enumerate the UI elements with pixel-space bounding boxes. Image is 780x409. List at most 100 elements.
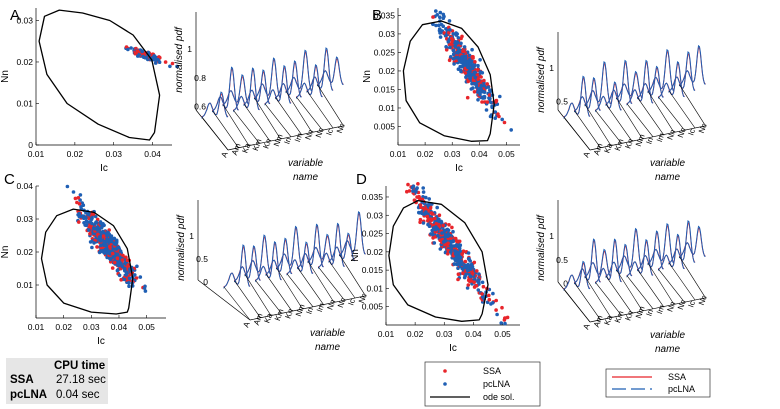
pclna-point [127,284,131,289]
x-tick-label: 0.01 [28,149,45,159]
pclna-point [99,225,104,230]
pclna-point [168,64,172,69]
pclna-point [457,48,461,53]
ode-solution-curve [402,20,495,142]
pclna-point [480,280,485,285]
pdf-variable-tick-label: Nm [634,305,647,320]
pdf-baseline [297,267,324,305]
pclna-point [106,232,111,237]
pdf-xlabel: variable [650,158,685,169]
pclna-point [460,262,464,267]
pdf-baseline [212,110,239,148]
pclna-point [435,13,440,17]
pdf-tick-label: 1 [549,231,554,241]
ssa-point [444,48,449,52]
panel-label-d: D [356,171,367,188]
ssa-point [456,277,460,282]
pdf-baseline [222,104,250,146]
ssa-point [447,30,451,35]
pclna-point [434,23,438,28]
ssa-point [416,182,420,186]
ssa-point [502,120,507,125]
pdf-xlabel: variable [650,330,685,341]
pclna-point [458,249,463,253]
pdf-baseline [275,97,302,135]
pdf-variable-axis [589,125,706,151]
ssa-point [406,182,410,187]
pclna-point [459,64,464,69]
ssa-point [456,272,461,277]
pclna-point [438,31,442,35]
y-axis-label: Nn [0,246,11,259]
pclna-point [94,220,98,224]
pdf-variable-tick-label: A [581,322,592,331]
pclna-point [466,65,470,70]
y-tick-label: 0.025 [362,229,384,239]
pclna-pdf-curve [647,222,675,266]
pdf-variable-tick-label: Im [655,304,667,316]
pdf-variable-tick-label: Km [613,309,626,324]
x-axis-label: Ic [97,336,105,347]
pdf-baseline [223,286,251,321]
y-axis-label: Nn [362,70,373,83]
y-tick-label: 0.02 [366,247,383,257]
pclna-point [112,236,117,241]
ssa-point [431,15,435,19]
pdf-variable-tick-label: Km [273,307,286,322]
ssa-point [135,49,140,53]
pclna-point [503,321,507,326]
x-tick-label: 0.02 [67,149,84,159]
ssa-point [121,253,125,258]
pclna-point [445,234,450,238]
ssa-point [479,75,483,79]
pdf-zlabel: normalised pdf [536,46,547,113]
pdf-variable-axis [249,295,366,321]
y-tick-label: 0.035 [374,10,396,20]
ssa-point [447,223,451,227]
pclna-pdf-curve [265,237,293,277]
ssa-point [441,223,445,228]
ssa-point [431,236,435,240]
pclna-point [421,186,426,190]
legend-pclna-dot [443,382,447,386]
legend-line-ssa-label: SSA [668,372,686,382]
pclna-point [98,239,103,243]
pdf-variable-tick-label: Nc [357,292,369,304]
ssa-point [446,252,450,256]
y-tick-label: 0.03 [366,210,383,220]
pclna-point [438,247,443,251]
pdf-baseline [584,276,612,318]
pclna-point [509,128,513,132]
pclna-point [99,221,103,226]
pclna-point [120,264,125,269]
cpu-header: CPU time [54,360,106,372]
pclna-pdf-curve [223,244,251,289]
pclna-point [437,27,442,31]
pclna-point [451,52,456,57]
pclna-pdf-curve [233,67,260,113]
pclna-pdf-curve [679,225,706,259]
pclna-point [495,312,499,317]
pclna-pdf-curve [626,59,654,106]
pclna-point [452,62,456,66]
pclna-point [491,301,495,305]
pdf-baseline [658,97,685,131]
pdf-variable-tick-label: Nn [665,128,677,141]
pdf-variable-tick-label: Nc [314,127,326,139]
pdf-variable-tick-label: Nc [336,297,348,309]
ssa-point [110,266,115,270]
pclna-pdf-curve [637,230,664,272]
pclna-point [467,71,472,76]
pclna-point [468,274,473,278]
pdf-variable-tick-label: Ic [686,128,697,137]
pclna-point [116,252,120,257]
pclna-point [441,16,446,21]
pdf-xlabel: name [655,172,680,183]
pclna-point [491,291,495,296]
ssa-point [77,220,81,224]
pdf-tick-label: 1 [549,63,554,73]
pclna-point [438,10,443,15]
pdf-variable-tick-label: In [304,306,315,315]
pdf-depth-axis [197,279,251,321]
ssa-point [429,218,434,223]
